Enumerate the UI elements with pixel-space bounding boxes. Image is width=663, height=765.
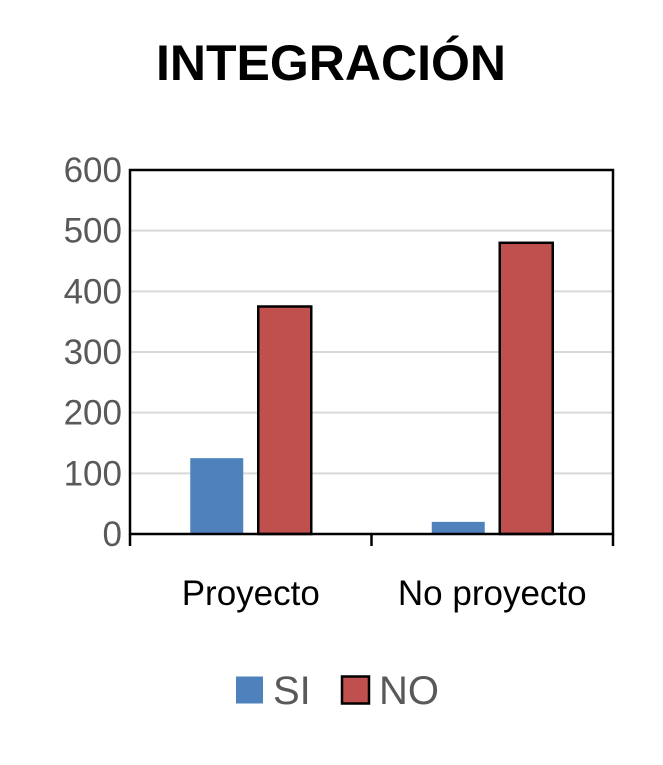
y-tick-label: 100 bbox=[64, 454, 122, 493]
x-category-label: No proyecto bbox=[398, 574, 587, 613]
legend-swatch-no bbox=[340, 675, 371, 705]
y-tick-label: 0 bbox=[103, 515, 122, 554]
y-tick-label: 500 bbox=[64, 212, 122, 251]
chart-title: INTEGRACIÓN bbox=[156, 35, 506, 91]
bar-no-1 bbox=[257, 305, 313, 536]
legend-swatch-si bbox=[236, 676, 263, 704]
bars bbox=[190, 241, 554, 536]
legend-label-si: SI bbox=[273, 669, 311, 713]
y-tick-label: 200 bbox=[64, 394, 122, 433]
y-tick-label: 300 bbox=[64, 333, 122, 372]
y-tick-label: 600 bbox=[64, 151, 122, 190]
x-axis-ticks: Proyecto No proyecto bbox=[128, 534, 615, 613]
y-axis-ticks: 0 100 200 300 400 500 600 bbox=[64, 151, 122, 554]
legend: SI NO bbox=[236, 669, 439, 713]
bar-si-1 bbox=[190, 458, 244, 534]
bar-si-2 bbox=[431, 521, 485, 534]
legend-label-no: NO bbox=[379, 669, 439, 713]
x-category-label: Proyecto bbox=[182, 574, 320, 613]
bar-no-2 bbox=[498, 241, 554, 536]
y-tick-label: 400 bbox=[64, 272, 122, 311]
